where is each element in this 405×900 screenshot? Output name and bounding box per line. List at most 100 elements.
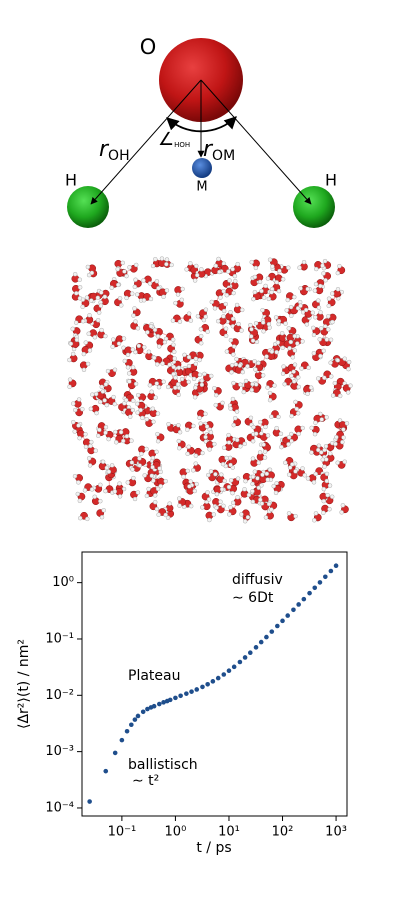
hydrogen: [173, 300, 178, 306]
hydrogen: [313, 420, 318, 425]
hydrogen: [262, 449, 268, 454]
hydrogen: [333, 441, 338, 447]
hydrogen: [83, 444, 89, 450]
hydrogen: [240, 369, 245, 375]
hydrogen: [147, 383, 153, 388]
hydrogen: [322, 447, 327, 453]
hydrogen: [310, 310, 315, 315]
hydrogen: [150, 455, 156, 461]
hydrogen: [186, 379, 191, 385]
hydrogen: [151, 478, 156, 483]
hydrogen: [234, 437, 240, 443]
hydrogen: [224, 292, 229, 298]
hydrogen: [130, 347, 135, 352]
hydrogen: [148, 296, 154, 302]
hydrogen: [230, 490, 235, 496]
hydrogen: [292, 362, 298, 367]
hydrogen: [163, 478, 168, 484]
hydrogen: [175, 292, 181, 297]
hydrogen: [276, 318, 282, 324]
hydrogen: [263, 515, 269, 520]
hydrogen: [105, 368, 111, 374]
atom-label: H: [325, 171, 337, 190]
hydrogen: [286, 511, 292, 516]
hydrogen: [199, 341, 204, 346]
hydrogen: [157, 466, 162, 471]
data-point: [189, 689, 194, 694]
data-point: [173, 695, 178, 701]
hydrogen: [89, 270, 95, 276]
hydrogen: [228, 505, 233, 510]
hydrogen: [197, 415, 202, 420]
hydrogen: [94, 391, 99, 397]
hydrogen: [161, 294, 166, 299]
hydrogen: [212, 441, 217, 447]
hydrogen: [227, 512, 232, 517]
hydrogen: [297, 265, 302, 270]
hydrogen: [154, 506, 160, 512]
hydrogen: [346, 390, 351, 395]
hydrogen: [291, 379, 297, 384]
hydrogen: [176, 438, 181, 444]
hydrogen: [267, 390, 273, 396]
hydrogen: [287, 465, 293, 470]
hydrogen: [155, 411, 161, 416]
symbol: r: [99, 137, 110, 162]
hydrogen: [136, 343, 141, 349]
hydrogen: [218, 295, 223, 300]
hydrogen: [274, 349, 279, 355]
hydrogen: [291, 369, 296, 374]
data-point: [221, 672, 227, 677]
hydrogen: [226, 432, 231, 438]
hydrogen: [280, 371, 286, 376]
hydrogen: [125, 365, 131, 370]
hydrogen: [228, 478, 234, 483]
hydrogen: [228, 338, 234, 343]
hydrogen: [298, 303, 303, 308]
hydrogen: [74, 291, 79, 296]
hydrogen: [194, 481, 199, 487]
hydrogen: [266, 501, 272, 507]
hydrogen: [223, 326, 229, 331]
hydrogen: [242, 441, 247, 447]
angle-label: ∠HOH: [158, 129, 190, 150]
hydrogen: [251, 296, 256, 302]
hydrogen: [267, 257, 273, 262]
hydrogen: [277, 268, 282, 274]
hydrogen: [213, 402, 218, 408]
hydrogen: [217, 269, 222, 275]
hydrogen: [264, 354, 269, 359]
hydrogen: [129, 460, 135, 465]
hydrogen: [155, 334, 161, 339]
hydrogen: [280, 345, 285, 350]
data-point: [280, 618, 285, 624]
hydrogen: [290, 462, 295, 467]
data-point: [135, 713, 141, 719]
hydrogen: [103, 382, 109, 387]
hydrogen: [186, 311, 192, 316]
hydrogen: [231, 422, 236, 428]
hydrogen: [118, 429, 124, 435]
hydrogen: [253, 265, 259, 271]
hydrogen: [70, 326, 75, 332]
hydrogen: [309, 425, 314, 431]
hydrogen: [265, 433, 271, 438]
hydrogen: [113, 429, 118, 435]
hydrogen: [99, 384, 104, 390]
hydrogen: [131, 398, 136, 403]
hydrogen: [324, 457, 329, 462]
hydrogen: [230, 500, 236, 506]
hydrogen: [299, 366, 304, 371]
hydrogen: [260, 307, 265, 313]
hydrogen: [164, 288, 170, 293]
hydrogen: [323, 444, 329, 449]
hydrogen: [89, 298, 94, 303]
hydrogen: [161, 379, 166, 384]
data-point: [151, 703, 157, 709]
hydrogen: [266, 296, 272, 302]
hydrogen: [279, 331, 285, 336]
hydrogen: [226, 269, 231, 274]
hydrogen: [72, 429, 77, 434]
hydrogen: [179, 376, 185, 382]
hydrogen: [111, 394, 116, 400]
